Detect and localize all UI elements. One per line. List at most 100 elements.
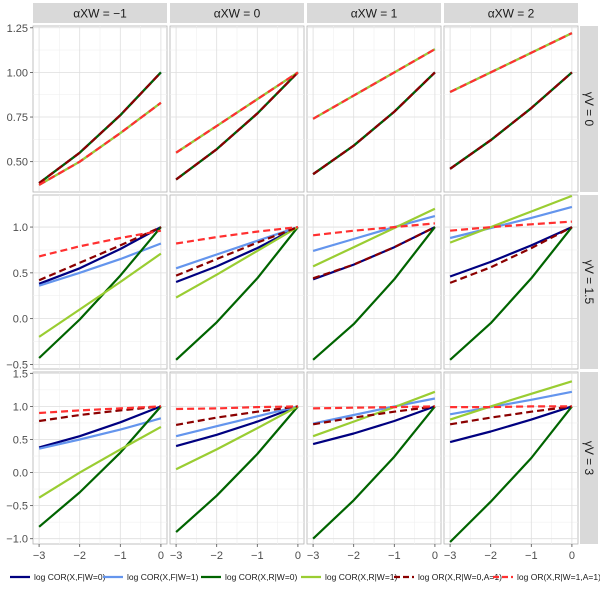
series-line-cor-r-w1	[175, 226, 299, 299]
y-tick-label: 0.5	[13, 268, 28, 280]
series-line-or-r-w1	[312, 48, 436, 120]
x-tick-label: −3	[33, 550, 46, 562]
legend-label-cor-r-w0: log COR(X,R|W=0)	[225, 572, 298, 582]
row-strip-bg	[580, 26, 598, 192]
x-tick-label: 0	[432, 550, 438, 562]
series-line-cor-f-w0	[38, 226, 162, 285]
y-tick-label: −0.5	[6, 359, 28, 371]
legend-label-cor-f-w0: log COR(X,F|W=0)	[34, 572, 106, 582]
col-strip-bg	[444, 3, 578, 23]
col-strip-label: αXW = 0	[214, 7, 261, 21]
series-line-cor-f-w1	[175, 226, 299, 270]
col-strip-label: αXW = −1	[73, 7, 127, 21]
axes: 0.500.751.001.25−0.50.00.51.0−1.0−0.50.0…	[6, 23, 575, 562]
legend-label-cor-r-w1: log COR(X,R|W=1)	[325, 572, 398, 582]
facet-panel	[32, 194, 168, 370]
series-line-cor-f-w1	[38, 417, 162, 450]
series-line-cor-f-w1	[312, 397, 436, 425]
facet-panel	[306, 371, 442, 545]
col-strip-bg	[307, 3, 441, 23]
x-tick-label: −2	[210, 550, 223, 562]
facet-panel	[169, 371, 305, 545]
series-line-cor-r-w0	[38, 405, 162, 528]
x-tick-label: 0	[158, 550, 164, 562]
legend-label-cor-f-w1: log COR(X,F|W=1)	[127, 572, 199, 582]
legend-label-or-r-w1: log OR(X,R|W=1,A=1)	[517, 572, 600, 582]
legend: log COR(X,F|W=0) log COR(X,F|W=1) log COR(…	[10, 572, 600, 582]
facet-panel	[32, 25, 168, 193]
series-line-cor-f-w1	[312, 215, 436, 252]
series-line-cor-f-w0	[175, 226, 299, 284]
series-line-cor-f-w1	[449, 205, 573, 240]
y-tick-label: −0.5	[6, 501, 28, 513]
y-tick-label: 0.0	[13, 314, 28, 326]
y-tick-label: 0.5	[13, 434, 28, 446]
series-line-or-r-w1	[450, 220, 572, 232]
series-line-or-r-w0	[38, 71, 162, 184]
series-line-cor-f-w0	[312, 405, 436, 446]
row-strips: γV = 0 γV = 1.5 γV = 3	[580, 26, 598, 544]
series-line-or-r-w1	[38, 229, 162, 258]
series-line-or-r-w1	[312, 222, 435, 237]
series-line-or-r-w1	[175, 71, 299, 154]
series-line-cor-r-w0	[312, 226, 436, 361]
col-strip-bg	[33, 3, 167, 23]
series-line-or-r-w0	[312, 405, 436, 426]
series-line-or-r-w1	[176, 405, 298, 411]
x-tick-label: −3	[307, 550, 320, 562]
facet-panel	[169, 25, 305, 193]
x-tick-label: 0	[569, 550, 575, 562]
series-line-cor-f-w0	[175, 405, 299, 448]
series-line-or-r-w1	[39, 405, 161, 415]
y-tick-label: 1.0	[13, 222, 28, 234]
series-line-cor-r-w0	[38, 226, 162, 359]
series-line-cor-r-w0	[312, 405, 436, 540]
x-tick-label: −1	[251, 550, 264, 562]
y-tick-label: 1.0	[13, 401, 28, 413]
series-line-or-r-w0	[449, 71, 573, 170]
y-tick-label: 1.5	[13, 368, 28, 380]
series-line-cor-f-w0	[38, 405, 162, 449]
series-line-cor-r-w0	[175, 405, 299, 533]
series-line-or-r-w0	[38, 226, 162, 282]
x-tick-label: −3	[170, 550, 183, 562]
series-line-cor-r-w1	[38, 252, 162, 338]
col-strip-bg	[170, 3, 304, 23]
x-tick-label: −2	[484, 550, 497, 562]
series-line-cor-f-w0	[449, 405, 573, 444]
column-strips: αXW = −1 αXW = 0 αXW = 1 αXW = 2	[33, 3, 578, 23]
series-line-cor-f-w1	[449, 390, 573, 416]
col-strip-label: αXW = 1	[351, 7, 398, 21]
legend-label-or-r-w0: log OR(X,R|W=0,A=1)	[418, 572, 502, 582]
col-strip-label: αXW = 2	[488, 7, 535, 21]
facet-panel	[306, 194, 442, 370]
series-line-cor-r-w1	[449, 380, 573, 421]
panels	[32, 25, 579, 545]
row-strip-bg	[580, 372, 598, 544]
series-line-or-r-w1	[450, 405, 572, 409]
series-line-or-r-w1	[313, 405, 435, 410]
series-line-cor-r-w0	[449, 405, 573, 543]
facet-panel	[443, 25, 579, 193]
facet-panel	[443, 371, 579, 545]
series-line-cor-r-w1	[175, 405, 299, 471]
series-line-cor-r-w1	[38, 425, 162, 499]
row-strip-label: γV = 0	[582, 92, 596, 127]
series-line-or-r-w0	[449, 405, 573, 426]
facet-panel	[443, 194, 579, 370]
series-line-or-r-w0	[312, 71, 436, 176]
y-tick-label: −1.0	[6, 534, 28, 546]
x-tick-label: −1	[114, 550, 127, 562]
facet-panel	[32, 371, 168, 545]
series-line-cor-r-w1	[449, 194, 573, 244]
y-tick-label: 1.00	[7, 67, 28, 79]
series-line-cor-f-w1	[175, 405, 299, 438]
series-line-cor-f-w0	[449, 226, 573, 278]
y-tick-label: 0.0	[13, 468, 28, 480]
facet-panel	[306, 25, 442, 193]
series-line-cor-r-w0	[175, 226, 299, 361]
y-tick-label: 0.50	[7, 157, 28, 169]
x-tick-label: −3	[444, 550, 457, 562]
series-line-or-r-w0	[175, 71, 299, 181]
